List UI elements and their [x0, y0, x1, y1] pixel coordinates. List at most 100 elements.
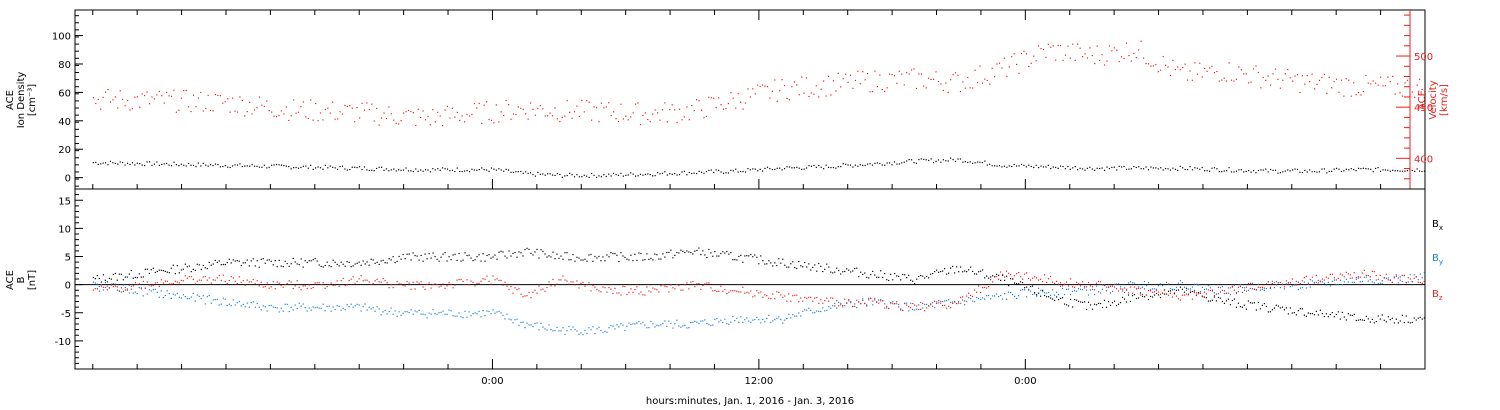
b-point-Bz	[138, 283, 140, 285]
b-point-Bz	[418, 282, 420, 284]
density-point	[266, 167, 268, 169]
b-point-Bx	[1071, 306, 1074, 308]
density-point	[754, 168, 756, 170]
b-point-Bz	[820, 299, 822, 301]
b-point-By	[730, 321, 732, 323]
b-point-Bx	[804, 261, 806, 264]
b-point-Bz	[710, 287, 712, 289]
b-point-Bz	[416, 281, 418, 283]
b-point-Bx	[610, 252, 612, 254]
density-point	[886, 162, 888, 164]
b-point-Bz	[156, 281, 158, 284]
b-point-Bz	[916, 305, 918, 307]
b-point-Bz	[732, 290, 734, 292]
b-point-By	[604, 330, 606, 332]
b-point-Bz	[604, 287, 606, 289]
velocity-point	[278, 114, 280, 117]
velocity-point	[498, 121, 500, 123]
b-point-By	[164, 294, 166, 297]
b-point-Bz	[778, 291, 780, 293]
b-point-Bx	[126, 276, 128, 278]
velocity-point	[854, 79, 857, 82]
velocity-point	[840, 86, 842, 88]
b-point-Bx	[224, 264, 226, 266]
b-point-By	[896, 303, 898, 305]
b-point-By	[1279, 287, 1281, 289]
b-point-Bz	[1135, 288, 1138, 290]
density-point	[559, 173, 561, 176]
b-point-Bx	[1131, 295, 1134, 297]
b-point-Bz	[1087, 281, 1090, 284]
velocity-point	[1025, 53, 1027, 55]
density-point	[442, 167, 444, 169]
b-point-By	[810, 309, 812, 311]
b-point-Bz	[1313, 282, 1315, 284]
density-point	[644, 173, 646, 176]
velocity-point	[1023, 50, 1025, 52]
density-point	[168, 164, 170, 166]
b-point-By	[1105, 286, 1108, 288]
b-point-Bx	[442, 253, 444, 255]
b-point-Bx	[98, 277, 100, 280]
b-point-By	[1085, 289, 1088, 291]
velocity-point	[256, 106, 258, 109]
velocity-point	[449, 117, 451, 119]
b-point-Bx	[306, 261, 308, 264]
density-tick-label: 40	[58, 117, 71, 128]
b-point-Bz	[280, 284, 282, 287]
b-point-By	[964, 304, 966, 306]
density-point	[212, 164, 214, 167]
b-point-Bz	[1151, 291, 1154, 293]
b-point-Bx	[284, 260, 286, 262]
velocity-point	[1401, 95, 1404, 97]
b-point-Bz	[894, 303, 896, 305]
b-point-By	[1409, 273, 1411, 276]
density-point	[864, 164, 866, 167]
b-point-Bx	[1333, 316, 1335, 318]
b-point-By	[1363, 276, 1365, 278]
b-point-Bz	[130, 288, 132, 290]
b-point-Bz	[772, 293, 774, 295]
b-point-By	[624, 329, 626, 332]
velocity-point	[1164, 64, 1167, 66]
b-point-Bz	[638, 293, 640, 295]
density-point	[776, 167, 778, 169]
b-point-By	[586, 332, 588, 334]
density-point	[415, 168, 417, 170]
b-point-Bz	[976, 291, 978, 293]
b-point-By	[300, 305, 302, 307]
b-point-Bx	[654, 253, 656, 255]
b-point-Bx	[1018, 283, 1020, 285]
b-point-By	[416, 311, 418, 313]
b-point-By	[172, 293, 174, 295]
b-point-Bz	[914, 304, 916, 306]
b-point-Bz	[810, 296, 812, 299]
velocity-point	[131, 108, 134, 110]
b-point-Bz	[1241, 291, 1244, 294]
velocity-point	[337, 118, 339, 120]
velocity-point	[625, 115, 627, 117]
velocity-point	[906, 71, 908, 74]
density-point	[268, 166, 270, 168]
b-point-Bx	[738, 255, 740, 258]
b-point-Bz	[438, 286, 440, 288]
b-point-Bz	[482, 278, 484, 280]
b-point-Bx	[1061, 297, 1064, 299]
velocity-point	[1423, 97, 1426, 100]
b-point-Bz	[1069, 278, 1072, 280]
velocity-point	[246, 110, 248, 113]
velocity-point	[1245, 73, 1247, 75]
b-point-Bx	[314, 258, 316, 260]
b-point-Bz	[364, 279, 366, 281]
density-point	[390, 169, 392, 171]
b-point-Bx	[1305, 315, 1307, 317]
velocity-point	[356, 106, 358, 109]
density-point	[627, 174, 629, 176]
density-point	[200, 165, 202, 167]
b-point-By	[820, 310, 822, 313]
velocity-point	[1360, 94, 1362, 96]
b-point-By	[532, 325, 534, 328]
b-point-Bz	[414, 288, 416, 290]
b-point-Bz	[290, 281, 292, 283]
b-point-Bz	[246, 279, 248, 281]
